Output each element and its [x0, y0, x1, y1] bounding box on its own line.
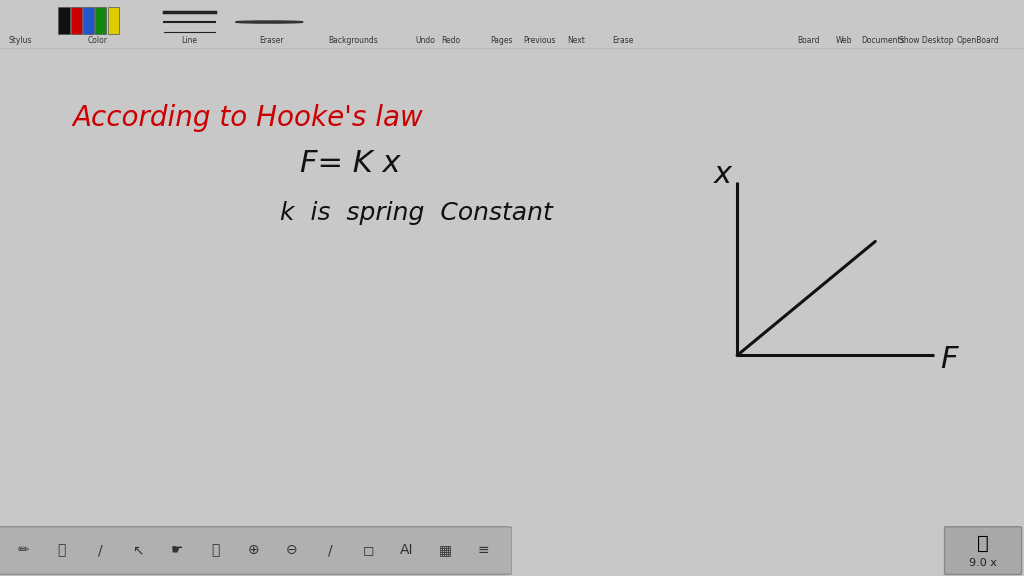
Text: Stylus: Stylus: [9, 36, 32, 45]
Text: ☛: ☛: [170, 543, 183, 557]
Text: Color: Color: [87, 36, 108, 45]
Text: ◻: ◻: [362, 543, 375, 557]
Text: Web: Web: [836, 36, 852, 45]
Text: ≡: ≡: [478, 543, 489, 557]
Text: F= K x: F= K x: [300, 149, 400, 179]
Text: Erase: Erase: [612, 36, 633, 45]
FancyBboxPatch shape: [944, 526, 1022, 574]
Text: ⊖: ⊖: [286, 543, 298, 557]
Text: Redo: Redo: [441, 36, 460, 45]
Circle shape: [266, 21, 303, 23]
Text: Board: Board: [798, 36, 820, 45]
Text: Pages: Pages: [490, 36, 513, 45]
Text: F: F: [941, 345, 958, 374]
FancyBboxPatch shape: [0, 526, 512, 574]
Text: 🔍: 🔍: [977, 535, 989, 554]
Text: /: /: [97, 543, 102, 557]
Text: According to Hooke's law: According to Hooke's law: [73, 104, 424, 132]
Text: Show Desktop: Show Desktop: [899, 36, 954, 45]
Text: 9.0 x: 9.0 x: [969, 558, 997, 568]
Bar: [83, 7, 94, 35]
Text: x: x: [715, 160, 732, 190]
Text: Next: Next: [567, 36, 586, 45]
Text: Documents: Documents: [861, 36, 904, 45]
Text: 🩷: 🩷: [57, 543, 66, 557]
Text: Line: Line: [181, 36, 198, 45]
Text: ✋: ✋: [211, 543, 219, 557]
Text: Eraser: Eraser: [259, 36, 284, 45]
Bar: [71, 7, 82, 35]
Text: AI: AI: [400, 543, 414, 557]
Circle shape: [251, 21, 288, 23]
Text: /: /: [328, 543, 333, 557]
Bar: [108, 7, 119, 35]
Text: Undo: Undo: [415, 36, 435, 45]
Text: ⊕: ⊕: [248, 543, 259, 557]
Text: k  is  spring  Constant: k is spring Constant: [280, 201, 553, 225]
Text: ▦: ▦: [439, 543, 452, 557]
Text: Previous: Previous: [523, 36, 556, 45]
Circle shape: [236, 21, 272, 23]
Text: Backgrounds: Backgrounds: [329, 36, 378, 45]
Text: OpenBoard: OpenBoard: [956, 36, 999, 45]
Bar: [58, 7, 70, 35]
Text: ✏: ✏: [17, 543, 29, 557]
Text: ↖: ↖: [132, 543, 144, 557]
Bar: [95, 7, 106, 35]
